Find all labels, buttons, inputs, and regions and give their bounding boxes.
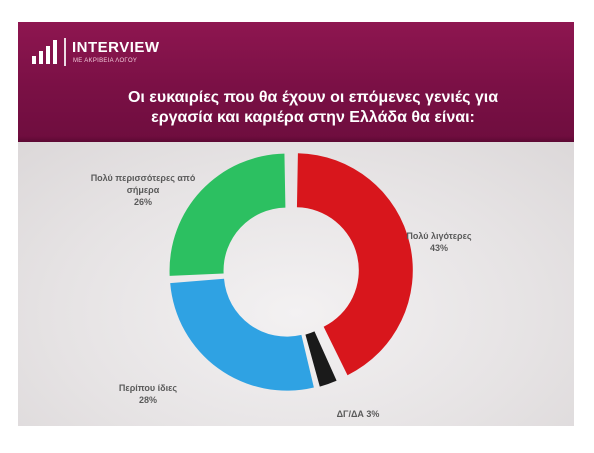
slice-about-same <box>170 278 314 391</box>
chart-area: Πολύ λιγότερες 43% ΔΓ/ΔΑ 3% Περίπου ίδιε… <box>18 142 574 426</box>
brand-tagline: ΜΕ ΑΚΡΙΒΕΙΑ ΛΟΓΟΥ <box>73 58 138 64</box>
slide: INTERVIEW ΜΕ ΑΚΡΙΒΕΙΑ ΛΟΓΟΥ Οι ευκαιρίες… <box>18 22 574 426</box>
header-banner: INTERVIEW ΜΕ ΑΚΡΙΒΕΙΑ ΛΟΓΟΥ Οι ευκαιρίες… <box>18 22 574 142</box>
slice-dk-na <box>305 331 337 387</box>
label-much-more-text: Πολύ περισσότερες από <box>90 173 196 183</box>
label-much-fewer-text: Πολύ λιγότερες <box>406 231 472 241</box>
label-much-fewer: Πολύ λιγότερες 43% <box>396 230 482 254</box>
label-much-more: Πολύ περισσότερες από σήμερα 26% <box>68 172 218 208</box>
logo-separator <box>64 38 66 66</box>
interview-logo-icon <box>32 40 62 64</box>
slice-much-fewer <box>296 153 413 376</box>
chart-title-line-2: εργασία και καριέρα στην Ελλάδα θα είναι… <box>151 109 475 126</box>
donut-chart <box>169 153 413 391</box>
label-about-same-text: Περίπου ίδιες <box>118 383 178 393</box>
label-dk-na-text: ΔΓ/ΔΑ 3% <box>336 409 380 419</box>
label-dk-na: ΔΓ/ΔΑ 3% <box>318 408 398 420</box>
label-about-same-value: 28% <box>138 395 157 405</box>
label-about-same: Περίπου ίδιες 28% <box>106 382 190 406</box>
slice-much-more <box>169 153 286 276</box>
label-much-more-value: 26% <box>133 197 152 207</box>
chart-title-line-1: Οι ευκαιρίες που θα έχουν οι επόμενες γε… <box>127 89 499 106</box>
label-much-fewer-value: 43% <box>429 243 448 253</box>
label-much-more-text-2: σήμερα <box>126 185 160 195</box>
brand-name: INTERVIEW <box>72 39 160 56</box>
chart-title: Οι ευκαιρίες που θα έχουν οι επόμενες γε… <box>78 88 548 128</box>
